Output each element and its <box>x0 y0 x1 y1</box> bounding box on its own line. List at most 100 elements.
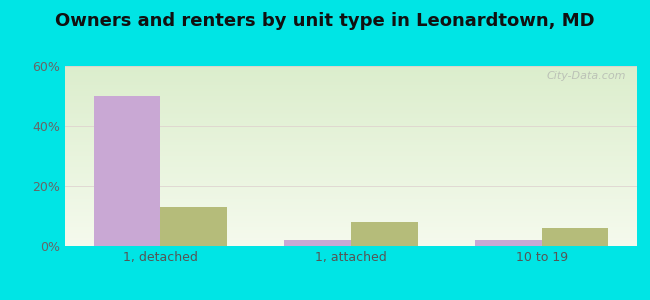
Bar <box>65 190 637 191</box>
Bar <box>65 148 637 149</box>
Bar <box>65 94 637 95</box>
Bar <box>65 176 637 178</box>
Bar <box>65 226 637 227</box>
Bar <box>284 240 351 246</box>
Bar <box>65 216 637 217</box>
Bar <box>65 98 637 100</box>
Bar <box>65 158 637 160</box>
Bar <box>65 121 637 122</box>
Bar <box>65 218 637 220</box>
Bar <box>65 127 637 128</box>
Bar <box>65 245 637 246</box>
Bar <box>65 86 637 88</box>
Bar <box>65 78 637 79</box>
Bar <box>65 134 637 136</box>
Bar <box>65 186 637 187</box>
Bar <box>65 136 637 137</box>
Bar <box>65 238 637 239</box>
Bar <box>65 192 637 193</box>
Bar <box>161 207 227 246</box>
Text: Owners and renters by unit type in Leonardtown, MD: Owners and renters by unit type in Leona… <box>55 12 595 30</box>
Bar <box>65 116 637 118</box>
Bar <box>65 242 637 244</box>
Bar <box>65 185 637 186</box>
Bar <box>65 138 637 139</box>
Bar <box>65 96 637 97</box>
Bar <box>65 140 637 142</box>
Text: City-Data.com: City-Data.com <box>546 71 625 81</box>
Bar <box>65 217 637 218</box>
Bar <box>65 223 637 224</box>
Bar <box>65 188 637 190</box>
Bar <box>65 146 637 148</box>
Bar <box>65 77 637 78</box>
Bar <box>65 100 637 101</box>
Bar <box>65 71 637 72</box>
Bar <box>65 200 637 202</box>
Bar <box>65 133 637 134</box>
Bar <box>65 205 637 206</box>
Bar <box>65 163 637 164</box>
Bar <box>65 154 637 155</box>
Bar <box>65 70 637 71</box>
Bar <box>65 73 637 74</box>
Bar <box>65 196 637 197</box>
Bar <box>65 208 637 209</box>
Bar <box>65 184 637 185</box>
Bar <box>65 120 637 121</box>
Bar <box>65 173 637 174</box>
Bar <box>65 197 637 198</box>
Bar <box>65 85 637 86</box>
Bar <box>65 228 637 229</box>
Bar <box>65 145 637 146</box>
Bar <box>65 144 637 145</box>
Bar <box>65 167 637 168</box>
Bar <box>65 125 637 126</box>
Bar <box>65 162 637 163</box>
Bar <box>65 97 637 98</box>
Bar <box>65 74 637 76</box>
Bar <box>65 172 637 173</box>
Bar <box>65 106 637 107</box>
Bar <box>65 131 637 132</box>
Bar <box>65 92 637 94</box>
Bar <box>65 79 637 80</box>
Bar <box>65 124 637 125</box>
Bar <box>65 107 637 108</box>
Bar <box>65 88 637 89</box>
Bar <box>65 150 637 151</box>
Bar <box>351 222 418 246</box>
Bar <box>65 212 637 214</box>
Bar <box>65 130 637 131</box>
Bar <box>65 156 637 157</box>
Bar <box>65 211 637 212</box>
Bar <box>65 230 637 232</box>
Bar <box>65 76 637 77</box>
Bar <box>65 178 637 179</box>
Bar <box>65 80 637 82</box>
Bar <box>65 206 637 208</box>
Bar <box>65 236 637 238</box>
Bar <box>65 170 637 172</box>
Bar <box>65 244 637 245</box>
Bar <box>65 181 637 182</box>
Bar <box>65 82 637 83</box>
Bar <box>65 132 637 133</box>
Bar <box>65 227 637 228</box>
Bar <box>65 224 637 226</box>
Bar <box>475 240 541 246</box>
Bar <box>65 151 637 152</box>
Bar <box>65 203 637 204</box>
Bar <box>65 220 637 221</box>
Bar <box>65 91 637 92</box>
Bar <box>65 204 637 205</box>
Bar <box>65 72 637 73</box>
Bar <box>65 155 637 156</box>
Bar <box>94 96 161 246</box>
Bar <box>65 102 637 103</box>
Bar <box>65 233 637 234</box>
Bar <box>65 95 637 96</box>
Bar <box>65 191 637 192</box>
Bar <box>65 168 637 169</box>
Bar <box>65 67 637 68</box>
